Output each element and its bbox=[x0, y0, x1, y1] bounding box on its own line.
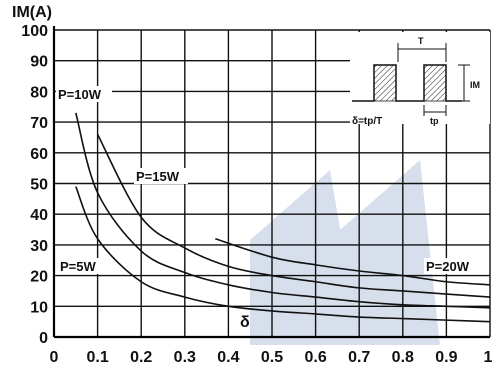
y-tick-label: 30 bbox=[30, 238, 48, 255]
y-tick-label: 90 bbox=[30, 54, 48, 71]
y-tick-label: 0 bbox=[39, 330, 48, 347]
x-tick-label: 0.7 bbox=[348, 349, 370, 366]
inset-period-label: T bbox=[418, 36, 424, 46]
series-line-p15w bbox=[96, 134, 491, 298]
x-tick-label: 0 bbox=[50, 349, 59, 366]
series-line-p10w bbox=[75, 112, 491, 309]
label-bg bbox=[58, 258, 106, 274]
y-tick-labels: 0 10 20 30 40 50 60 70 80 90 100 bbox=[21, 23, 48, 347]
pulse-inset: T IM tp δ=tp/T bbox=[350, 32, 490, 127]
watermark bbox=[250, 160, 440, 345]
inset-pulse-label: tp bbox=[430, 116, 439, 126]
x-tick-label: 0.3 bbox=[174, 349, 196, 366]
x-tick-label: 1 bbox=[484, 349, 493, 366]
x-tick-label: 0.4 bbox=[217, 349, 239, 366]
y-tick-label: 50 bbox=[30, 177, 48, 194]
x-tick-label: 0.2 bbox=[130, 349, 152, 366]
y-tick-label: 80 bbox=[30, 84, 48, 101]
y-tick-label: 10 bbox=[30, 299, 48, 316]
x-tick-label: 0.6 bbox=[304, 349, 326, 366]
series-lines bbox=[75, 112, 491, 323]
inset-formula: δ=tp/T bbox=[352, 116, 382, 127]
y-tick-label: 60 bbox=[30, 146, 48, 163]
series-label-p10w: P=10W bbox=[58, 87, 102, 102]
y-tick-label: 20 bbox=[30, 269, 48, 286]
x-tick-label: 0.1 bbox=[86, 349, 108, 366]
series-line-p5w bbox=[75, 186, 491, 323]
y-axis-title: IM(A) bbox=[12, 4, 52, 21]
series-label-p5w: P=5W bbox=[60, 259, 96, 274]
label-bg bbox=[134, 168, 188, 184]
axes bbox=[52, 26, 490, 339]
x-tick-label: 0.5 bbox=[261, 349, 283, 366]
delta-symbol: δ bbox=[240, 314, 250, 331]
x-tick-labels: 0 0.1 0.2 0.3 0.4 0.5 0.6 0.7 0.8 0.9 1 bbox=[50, 349, 493, 366]
series-line-p20w bbox=[215, 237, 491, 286]
y-tick-label: 40 bbox=[30, 207, 48, 224]
inset-amplitude-label: IM bbox=[470, 80, 480, 90]
series-label-p20w: P=20W bbox=[426, 259, 470, 274]
y-tick-label: 100 bbox=[21, 23, 48, 40]
series-label-p15w: P=15W bbox=[136, 169, 180, 184]
y-tick-label: 70 bbox=[30, 115, 48, 132]
label-bg bbox=[56, 86, 112, 102]
x-tick-label: 0.8 bbox=[392, 349, 414, 366]
label-bg bbox=[424, 258, 480, 274]
x-tick-label: 0.9 bbox=[435, 349, 457, 366]
